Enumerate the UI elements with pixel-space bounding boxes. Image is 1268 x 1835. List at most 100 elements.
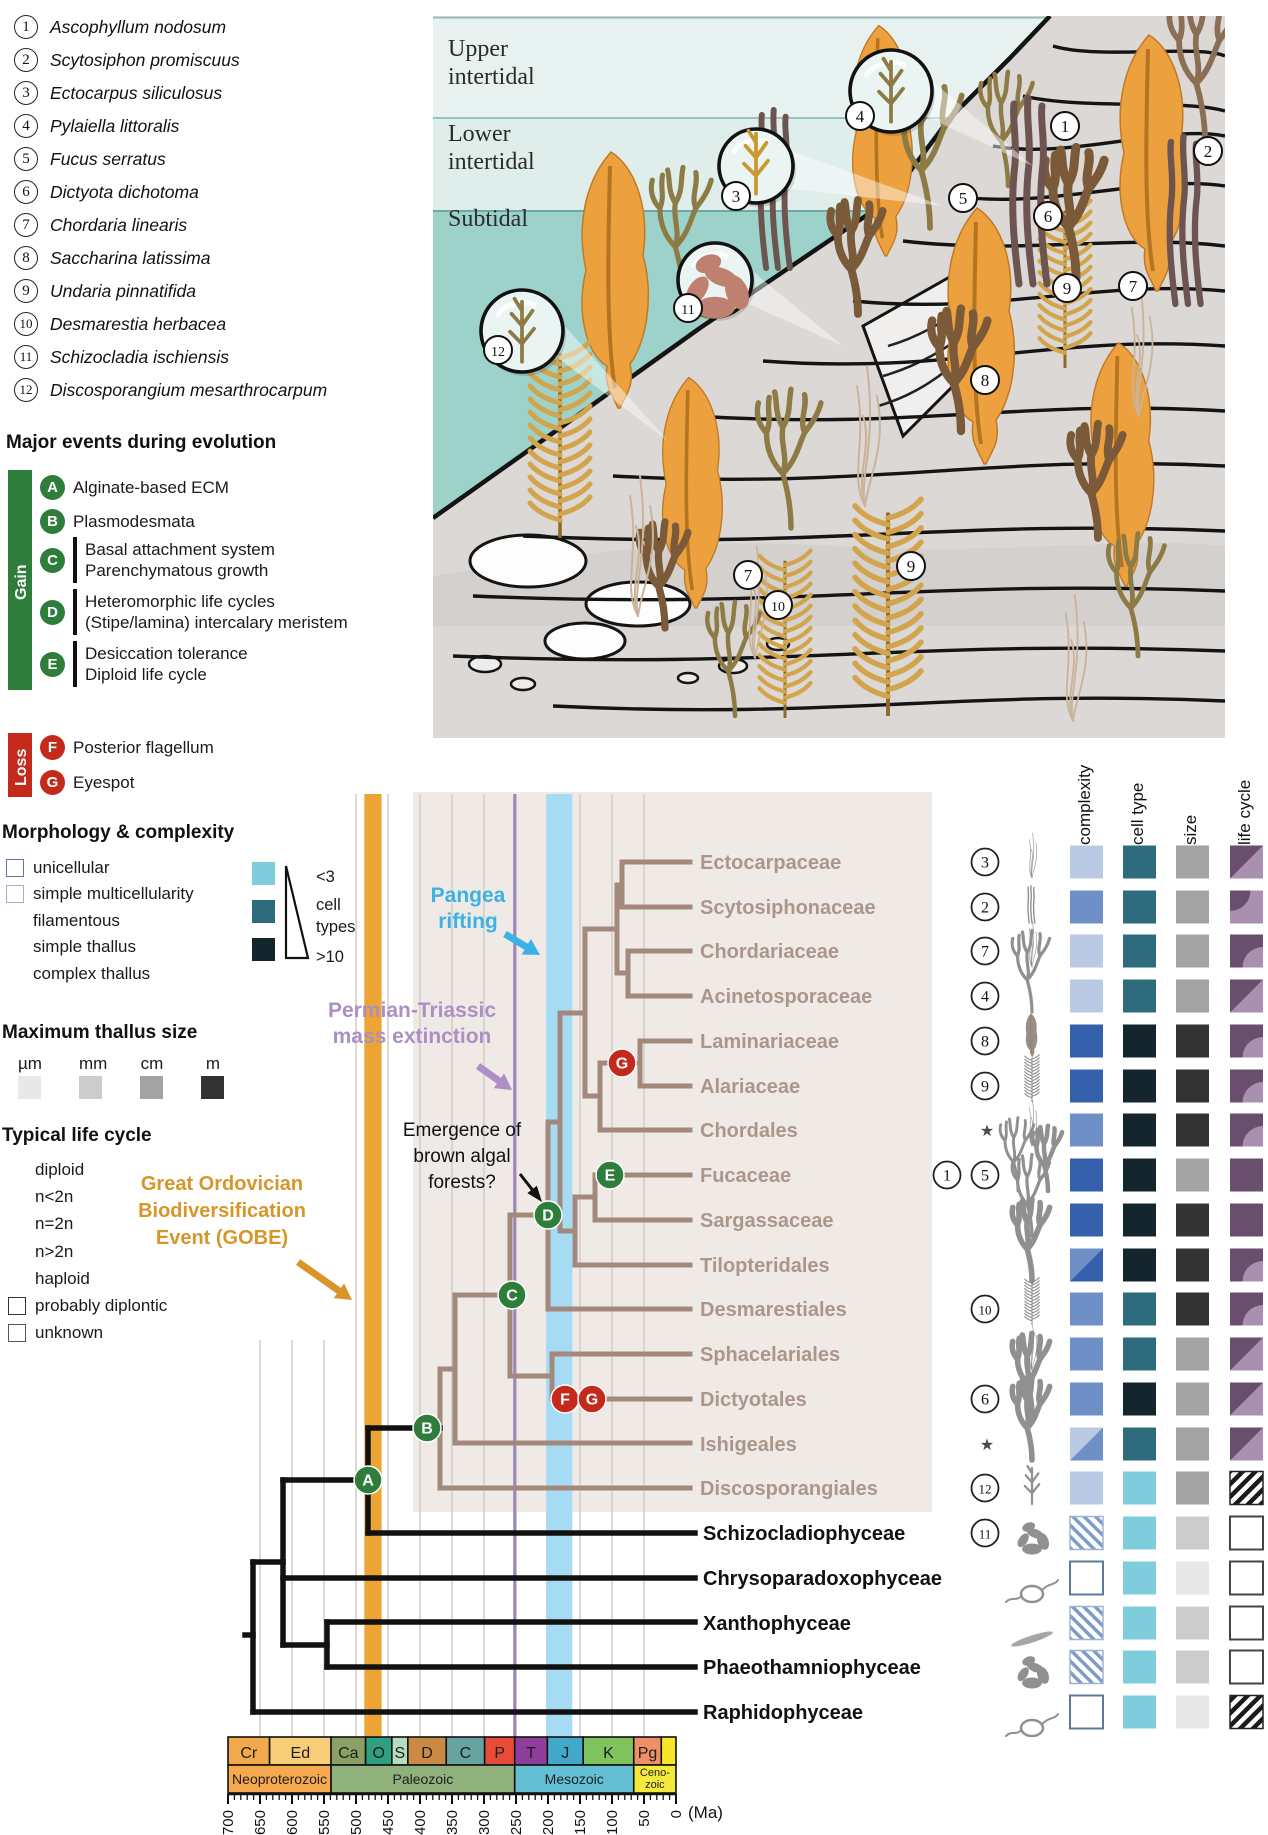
species-number: 1 <box>14 15 38 39</box>
species-number: 6 <box>14 180 38 204</box>
species-name: Ascophyllum nodosum <box>50 16 227 37</box>
axis-tick-label: 650 <box>252 1810 269 1835</box>
size-unit-label: m <box>205 1054 221 1073</box>
svg-text:★: ★ <box>980 1437 994 1454</box>
svg-text:Biodiversification: Biodiversification <box>138 1200 306 1222</box>
lifecycle-item: haploid <box>8 1269 90 1289</box>
taxon-ref: ★ <box>980 1437 994 1454</box>
taxon-ref: 10 <box>970 1294 1000 1324</box>
taxon-silhouette <box>998 1116 1065 1194</box>
svg-text:4: 4 <box>856 107 865 126</box>
period-label: K <box>603 1745 614 1762</box>
morphology-item: unicellular <box>6 858 110 878</box>
svg-text:9: 9 <box>981 1079 989 1096</box>
seaweed-kelp <box>581 151 650 409</box>
seaweed-feather <box>527 338 593 538</box>
seaweed-fan <box>826 195 887 318</box>
seaweed-bush <box>754 386 824 531</box>
species-name: Pylaiella littoralis <box>50 115 180 136</box>
taxon-silhouette <box>1010 928 1052 1014</box>
species-name: Dictyota dichotoma <box>50 181 199 202</box>
event-label: Heteromorphic life cycles (Stipe/lamina) … <box>85 592 348 632</box>
species-number: 8 <box>14 246 38 270</box>
period-label: C <box>460 1745 472 1762</box>
species-name: Undaria pinnatifida <box>50 280 196 301</box>
period-label: P <box>494 1745 505 1762</box>
axis-tick-label: 500 <box>348 1810 365 1835</box>
morphology-swatch <box>6 859 24 877</box>
svg-text:11: 11 <box>681 303 694 318</box>
morphology-item: simple thallus <box>6 937 136 957</box>
time-axis-unit: (Ma) <box>688 1803 723 1822</box>
taxon-ref: 8 <box>970 1026 1000 1056</box>
scene-number-badge: 12 <box>483 335 513 365</box>
taxon-label: Phaeothamniophyceae <box>703 1657 921 1679</box>
taxon-label: Chordales <box>700 1120 798 1142</box>
size-unit-label: cm <box>140 1054 164 1073</box>
axis-tick-label: 50 <box>636 1810 653 1827</box>
seaweed-wisp <box>1064 594 1088 722</box>
loss-bar <box>8 733 32 797</box>
species-name: Scytosiphon promiscuus <box>50 49 240 70</box>
lifecycle-label: unknown <box>35 1323 104 1343</box>
svg-text:4: 4 <box>981 989 989 1006</box>
matrix-header: complexity <box>1075 764 1094 845</box>
species-item: 8 Saccharina latissima <box>14 245 210 271</box>
zone-label: intertidal <box>448 64 535 90</box>
svg-text:C: C <box>506 1288 518 1305</box>
svg-text:9: 9 <box>907 557 916 576</box>
axis-tick-label: 250 <box>508 1810 525 1835</box>
svg-text:12: 12 <box>491 345 505 360</box>
taxon-silhouette <box>1017 1656 1049 1689</box>
gobe-band <box>364 794 382 1737</box>
species-item: 2 Scytosiphon promiscuus <box>14 47 240 73</box>
size-swatch-cm <box>140 1076 163 1099</box>
morphology-item: complex thallus <box>6 964 150 984</box>
event-item-B: B Plasmodesmata <box>40 508 195 534</box>
svg-text:5: 5 <box>959 189 968 208</box>
taxon-label: Raphidophyceae <box>703 1702 863 1724</box>
taxon-label: Discosporangiales <box>700 1478 878 1500</box>
zone-label: Lower <box>448 121 511 147</box>
lifecycle-item: n>2n <box>8 1242 73 1262</box>
species-item: 5 Fucus serratus <box>14 146 166 172</box>
event-label: Eyespot <box>73 772 135 792</box>
event-letter-badge: B <box>40 508 65 534</box>
cell-type-swatch-low <box>252 862 275 885</box>
morphology-label: unicellular <box>33 858 110 877</box>
species-item: 6 Dictyota dichotoma <box>14 179 199 205</box>
svg-text:8: 8 <box>981 1034 989 1051</box>
svg-text:Event (GOBE): Event (GOBE) <box>156 1227 288 1249</box>
taxon-label: Desmarestiales <box>700 1299 847 1321</box>
event-label: Posterior flagellum <box>73 737 214 757</box>
size-legend-title: Maximum thallus size <box>2 1022 198 1043</box>
gain-bar <box>8 470 32 690</box>
svg-text:3: 3 <box>981 855 989 872</box>
svg-text:E: E <box>605 1168 616 1185</box>
taxon-silhouette <box>1009 1375 1053 1463</box>
tree-event-node-C: C <box>497 1280 527 1310</box>
lifecycle-label: n>2n <box>35 1241 74 1261</box>
svg-text:7: 7 <box>1129 277 1138 296</box>
species-number: 5 <box>14 147 38 171</box>
morphology-label: complex thallus <box>33 963 151 983</box>
gobe-annotation: Great Ordovician Biodiversification Event … <box>138 1173 352 1300</box>
species-number: 11 <box>14 345 38 369</box>
taxon-silhouette <box>1029 832 1038 879</box>
species-item: 12 Discosporangium mesarthrocarpum <box>14 377 327 403</box>
matrix-row <box>1070 1069 1263 1103</box>
morphology-item: filamentous <box>6 911 120 931</box>
event-item-A: A Alginate-based ECM <box>40 474 229 500</box>
period-label: D <box>421 1745 433 1762</box>
taxon-label: Dictyotales <box>700 1389 807 1411</box>
taxon-label: Alariaceae <box>700 1076 800 1098</box>
svg-text:6: 6 <box>1044 207 1053 226</box>
scene-number-badge: 1 <box>1050 111 1080 141</box>
svg-text:mass extinction: mass extinction <box>333 1025 492 1048</box>
lifecycle-label: diploid <box>35 1160 85 1179</box>
matrix-row <box>1070 1292 1263 1326</box>
svg-text:Emergence of: Emergence of <box>403 1120 522 1141</box>
taxon-ref: 7 <box>970 936 1000 966</box>
matrix-row <box>1070 979 1263 1013</box>
period-label: O <box>372 1745 384 1762</box>
